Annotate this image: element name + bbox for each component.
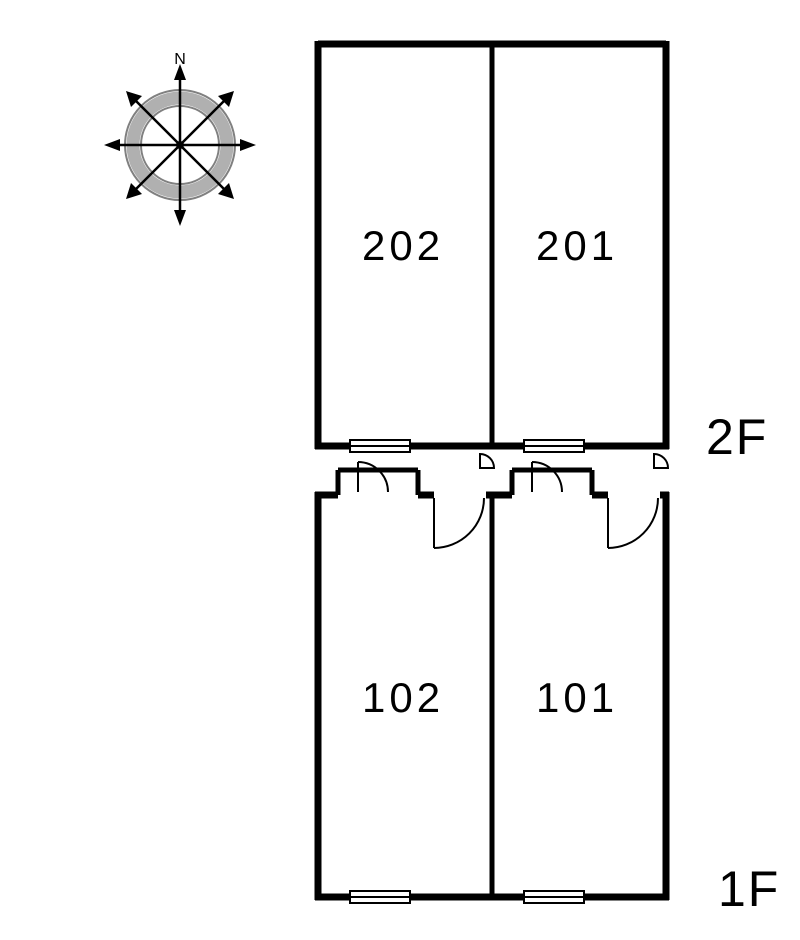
unit-label-201: 201 [536,222,618,270]
floorplan-svg [0,0,800,940]
unit-label-102: 102 [362,674,444,722]
unit-label-202: 202 [362,222,444,270]
floorplan-canvas: N [0,0,800,940]
unit-label-101: 101 [536,674,618,722]
floor-label-1f: 1F [718,860,780,918]
floor-label-2f: 2F [706,408,768,466]
